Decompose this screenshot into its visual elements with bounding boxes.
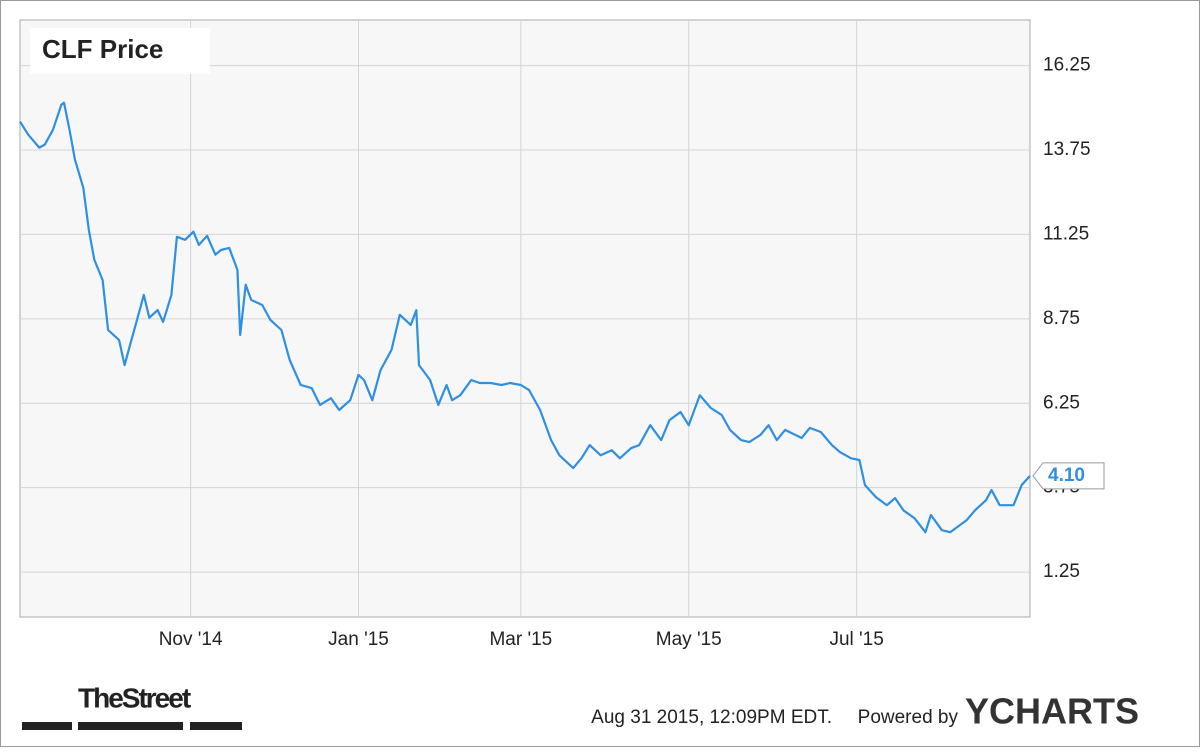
y-tick-label: 13.75 xyxy=(1043,139,1091,160)
grid xyxy=(20,20,1030,617)
y-tick-label: 11.25 xyxy=(1043,223,1089,244)
x-tick-label: Jan '15 xyxy=(328,629,389,650)
x-tick-label: May '15 xyxy=(656,629,722,650)
price-flag xyxy=(1032,462,1105,490)
price-label: 4.10 xyxy=(1048,465,1085,486)
title-box xyxy=(30,28,210,74)
brand-bar xyxy=(22,722,72,730)
x-tick-label: Mar '15 xyxy=(489,629,552,650)
brand-bar xyxy=(78,722,183,730)
x-tick-label: Jul '15 xyxy=(829,629,883,650)
chart-title: CLF Price xyxy=(42,34,163,64)
y-tick-label: 6.25 xyxy=(1043,392,1080,413)
y-tick-label: 16.25 xyxy=(1043,55,1091,76)
brand: TheStreet xyxy=(78,682,191,713)
powered-by: Powered by xyxy=(858,707,959,728)
series xyxy=(19,101,1031,534)
y-tick-label: 1.25 xyxy=(1043,561,1080,582)
x-tick-label: Nov '14 xyxy=(159,629,223,650)
y-tick-label: 8.75 xyxy=(1043,308,1080,329)
brand-bar xyxy=(190,722,242,730)
provider: YCHARTS xyxy=(965,691,1139,732)
price-line xyxy=(19,101,1031,534)
timestamp: Aug 31 2015, 12:09PM EDT. xyxy=(591,707,832,728)
